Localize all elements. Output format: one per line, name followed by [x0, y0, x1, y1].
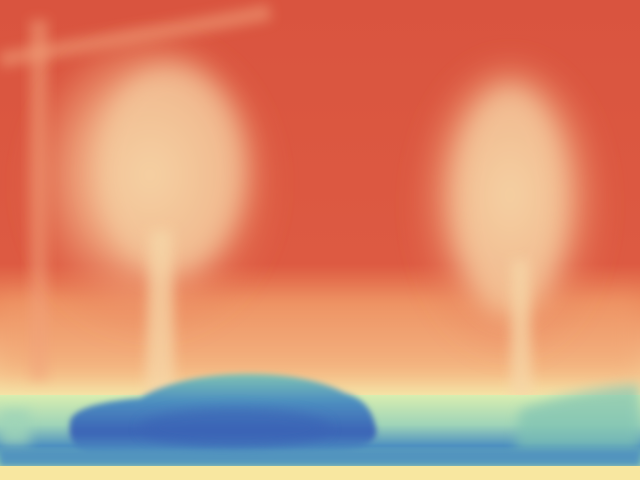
right-tree-canopy-core [455, 85, 565, 315]
right-ground-patch [515, 385, 640, 450]
left-tree-trunk [145, 230, 175, 400]
car-core [140, 408, 330, 448]
left-tree-canopy-core [95, 65, 245, 275]
right-tree-trunk [510, 260, 533, 400]
overhead-wire [0, 4, 272, 68]
left-ground-patch [0, 410, 30, 445]
bottom-road-strip [0, 450, 640, 466]
bottom-edge [0, 466, 640, 480]
